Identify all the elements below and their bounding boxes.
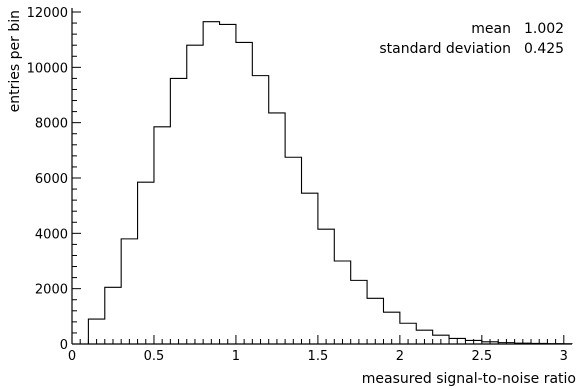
x-tick-label: 2.5 [471, 349, 492, 364]
y-axis-ticks: 0 2000 4000 6000 8000 10000 12000 [27, 6, 81, 353]
stats-box: mean 1.002 standard deviation 0.425 [379, 21, 564, 57]
y-tick-label: 2000 [35, 283, 68, 298]
x-tick-label: 0.5 [144, 349, 165, 364]
stat-mean-value: 1.002 [524, 21, 564, 37]
histogram-bar [252, 76, 268, 344]
histogram-outline [72, 21, 573, 345]
histogram-bars [88, 22, 572, 344]
histogram-bar [203, 22, 219, 344]
x-tick-label: 1.5 [308, 349, 329, 364]
histogram-bar [449, 338, 465, 344]
histogram-bar [351, 280, 367, 344]
y-tick-label: 6000 [35, 172, 68, 187]
histogram-bar [236, 42, 252, 344]
histogram-bar [138, 182, 154, 344]
histogram-bar [170, 78, 186, 344]
histogram-bar [302, 193, 318, 344]
y-tick-label: 0 [60, 338, 68, 353]
x-tick-label: 3 [560, 349, 568, 364]
histogram-bar [269, 113, 285, 344]
histogram-bar [416, 330, 432, 344]
histogram-bar [220, 24, 236, 344]
x-axis-title: measured signal-to-noise ratio [362, 371, 576, 387]
x-tick-label: 0 [68, 349, 76, 364]
histogram-bar [400, 323, 416, 344]
x-tick-label: 2 [396, 349, 404, 364]
histogram-bar [367, 298, 383, 344]
histogram-bar [383, 312, 399, 344]
stat-stddev-value: 0.425 [524, 41, 564, 57]
stat-mean-label: mean [471, 21, 511, 37]
x-axis-ticks: 0 0.5 1 1.5 2 2.5 3 [68, 335, 568, 364]
stat-stddev-label: standard deviation [379, 41, 511, 57]
y-tick-label: 4000 [35, 227, 68, 242]
y-tick-label: 10000 [27, 61, 68, 76]
histogram-bar [433, 335, 449, 344]
y-tick-label: 12000 [27, 6, 68, 21]
histogram-bar [105, 287, 121, 344]
y-axis-title: entries per bin [7, 10, 23, 112]
y-tick-label: 8000 [35, 117, 68, 132]
histogram-bar [334, 261, 350, 344]
histogram-bar [121, 239, 137, 344]
histogram-bar [187, 45, 203, 344]
histogram-bar [318, 229, 334, 344]
x-tick-label: 1 [232, 349, 240, 364]
histogram-bar [88, 319, 104, 344]
histogram-bar [154, 127, 170, 344]
histogram-bar [285, 157, 301, 344]
